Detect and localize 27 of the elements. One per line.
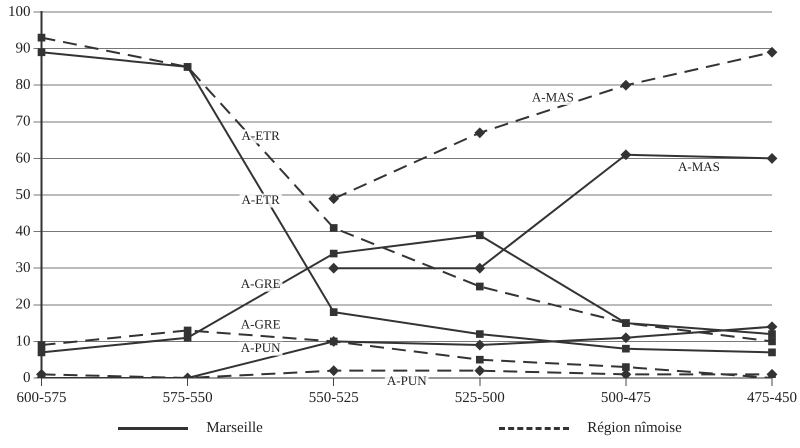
y-tick-label: 10 [16, 333, 30, 350]
x-tick-label: 500-475 [600, 390, 651, 406]
y-tick-label: 100 [8, 4, 30, 20]
y-tick-label: 20 [16, 296, 30, 313]
x-tick-label: 475-450 [747, 390, 797, 406]
y-tick-label: 0 [23, 370, 30, 386]
text: Région nîmoise [587, 420, 682, 436]
series-label: A-PUN [386, 373, 428, 388]
x-tick-label: 525-500 [454, 390, 505, 406]
y-tick-label: 80 [16, 77, 30, 94]
y-tick-label: 30 [16, 260, 30, 276]
series-label: A-ETR [242, 128, 280, 143]
series-label: A-ETR [242, 192, 280, 207]
y-tick-label: 40 [16, 224, 30, 240]
series-label: A-MAS [678, 158, 720, 174]
series-label: A-GRE [240, 276, 281, 292]
series-label: A-MAS [532, 89, 574, 104]
y-tick-label: 70 [16, 114, 30, 130]
x-tick-label: 575-550 [162, 390, 213, 406]
text: Marseille [206, 420, 263, 436]
x-tick-label: 600-575 [16, 390, 66, 406]
series-label: A-GRE [240, 316, 281, 332]
series-label: A-PUN [240, 340, 282, 356]
y-tick-label: 60 [16, 150, 30, 166]
y-tick-label: 50 [16, 186, 30, 203]
x-tick-label: 550-525 [308, 390, 359, 406]
y-tick-label: 90 [16, 40, 30, 57]
